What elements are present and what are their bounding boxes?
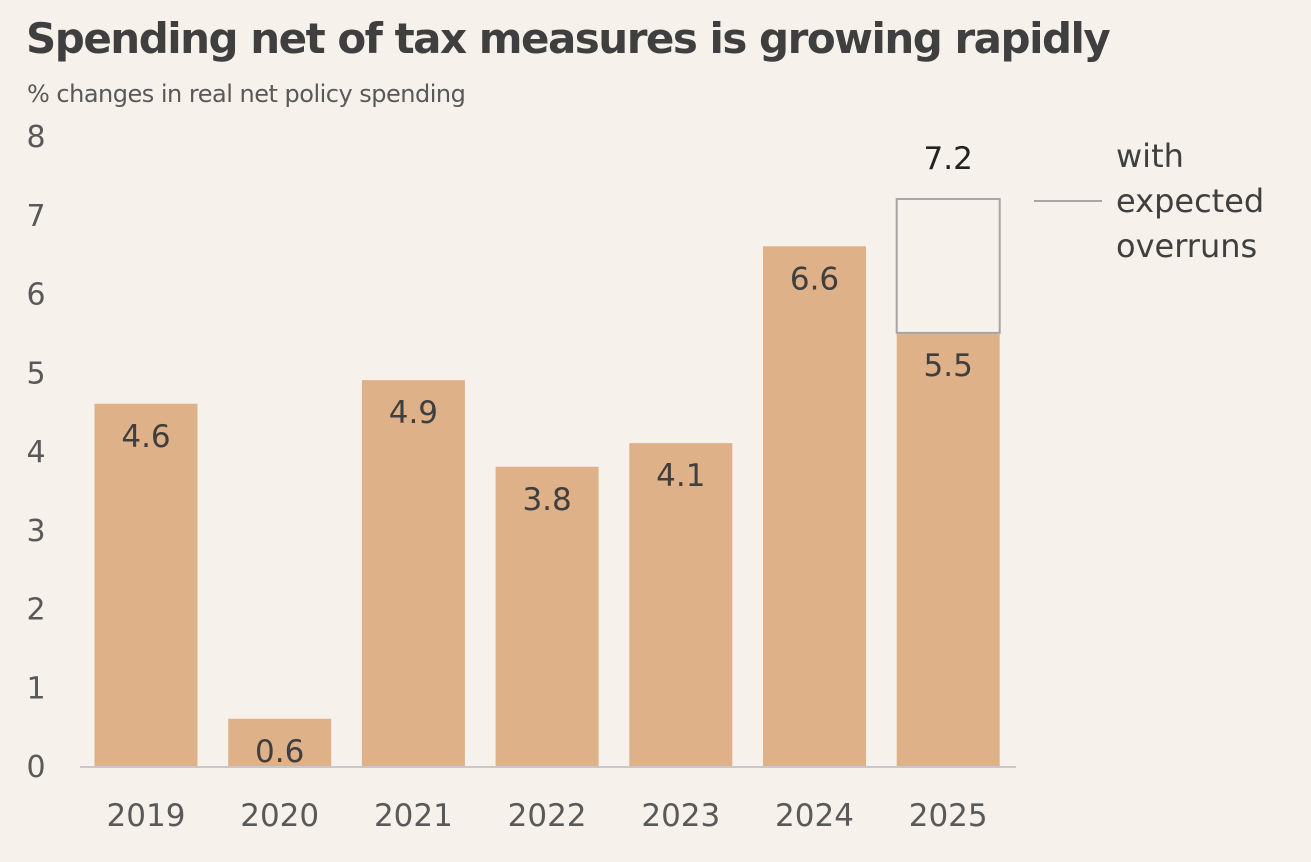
- bar-2024: [763, 246, 866, 766]
- x-tick-label-2021: 2021: [374, 798, 453, 834]
- y-tick-label-8: 8: [26, 120, 45, 155]
- y-axis: 0 1 2 3 4 5 6 7 8: [26, 120, 45, 785]
- y-tick-label-6: 6: [26, 278, 45, 313]
- x-tick-label-2019: 2019: [107, 798, 186, 834]
- bar-2025: [896, 332, 1000, 766]
- chart-subtitle: % changes in real net policy spending: [27, 80, 466, 108]
- bar-2021: [361, 380, 465, 766]
- x-tick-label-2024: 2024: [775, 798, 854, 834]
- bar-value-label-2025: 5.5: [924, 348, 973, 384]
- bar-value-label-2019: 4.6: [121, 419, 170, 455]
- y-tick-label-4: 4: [26, 435, 45, 470]
- x-tick-label-2023: 2023: [641, 798, 720, 834]
- bar-value-label-2022: 3.8: [522, 482, 571, 518]
- legend-label-line: expected: [1116, 182, 1264, 220]
- y-tick-label-0: 0: [26, 750, 45, 785]
- y-tick-label-7: 7: [26, 199, 45, 234]
- y-tick-label-2: 2: [26, 593, 45, 628]
- bar-2019: [94, 403, 198, 766]
- y-tick-label-1: 1: [26, 671, 45, 706]
- y-tick-label-3: 3: [26, 514, 45, 549]
- x-tick-label-2025: 2025: [909, 798, 988, 834]
- chart-title: Spending net of tax measures is growing …: [26, 14, 1111, 63]
- overrun-value-label: 7.2: [924, 141, 973, 177]
- legend-label-line: with: [1116, 137, 1184, 175]
- legend-label-line: overruns: [1116, 227, 1257, 265]
- bar-value-label-2020: 0.6: [255, 734, 304, 770]
- x-tick-label-2020: 2020: [240, 798, 319, 834]
- bar-value-label-2024: 6.6: [790, 261, 839, 297]
- x-tick-label-2022: 2022: [508, 798, 587, 834]
- bar-2020: [228, 718, 332, 766]
- bar-value-label-2021: 4.9: [389, 395, 438, 431]
- legend: with expected overruns: [1034, 137, 1264, 265]
- x-axis: 2019 2020 2021 2022 2023 2024 2025: [107, 798, 988, 834]
- y-tick-label-5: 5: [26, 356, 45, 391]
- bar-2022: [495, 466, 599, 766]
- bar-2023: [629, 443, 733, 766]
- bars: 4.6 0.6 4.9 3.8 4.1 6.6 5.5 7.2: [94, 141, 1001, 770]
- bar-value-label-2023: 4.1: [656, 458, 705, 494]
- overrun-bar-2025: [895, 198, 1001, 334]
